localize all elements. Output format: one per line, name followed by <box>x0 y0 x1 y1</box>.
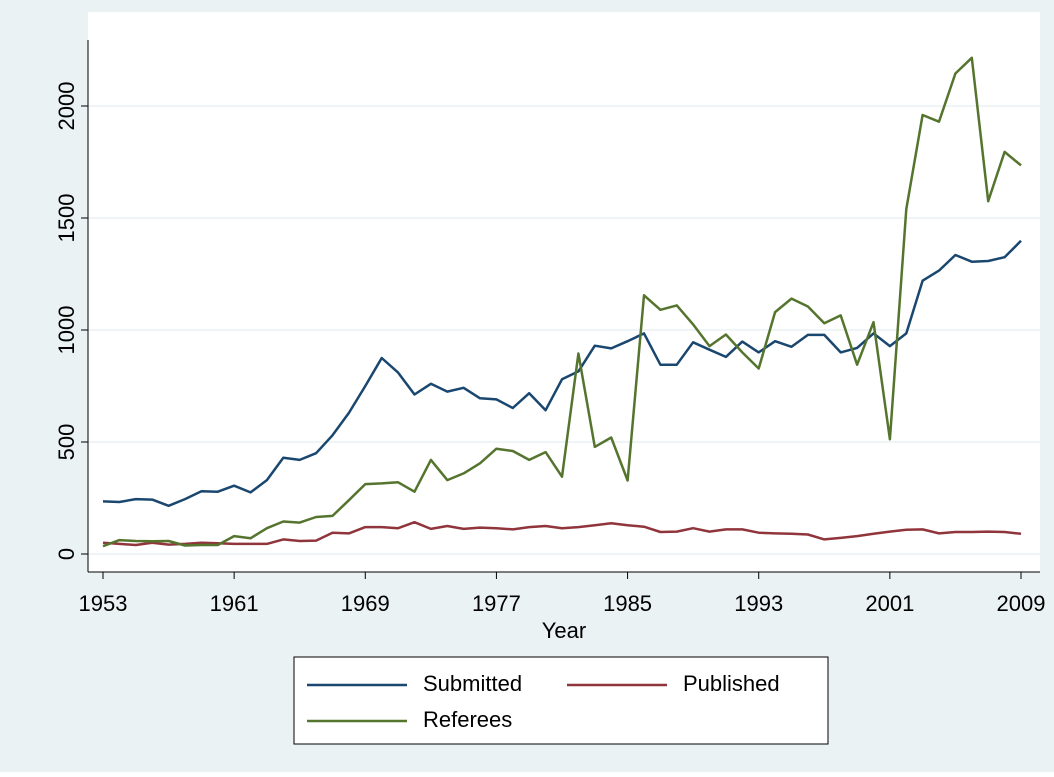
x-tick-label: 1993 <box>734 591 783 616</box>
legend-label: Referees <box>423 707 512 732</box>
x-tick-label: 1977 <box>472 591 521 616</box>
x-axis-label: Year <box>542 618 586 643</box>
series-line <box>102 56 1022 548</box>
x-tick-label: 1953 <box>79 591 128 616</box>
series-line <box>102 520 1022 547</box>
x-tick-label: 1961 <box>210 591 259 616</box>
y-tick-label: 500 <box>54 424 79 461</box>
x-tick-label: 2009 <box>997 591 1046 616</box>
legend <box>293 656 829 745</box>
legend-label: Published <box>683 671 780 696</box>
legend-label: Submitted <box>423 671 522 696</box>
x-tick-label: 2001 <box>865 591 914 616</box>
y-tick-label: 1000 <box>54 306 79 355</box>
x-tick-label: 1969 <box>341 591 390 616</box>
x-tick-label: 1985 <box>603 591 652 616</box>
y-tick-label: 0 <box>54 548 79 560</box>
y-tick-label: 2000 <box>54 82 79 131</box>
y-tick-label: 1500 <box>54 194 79 243</box>
